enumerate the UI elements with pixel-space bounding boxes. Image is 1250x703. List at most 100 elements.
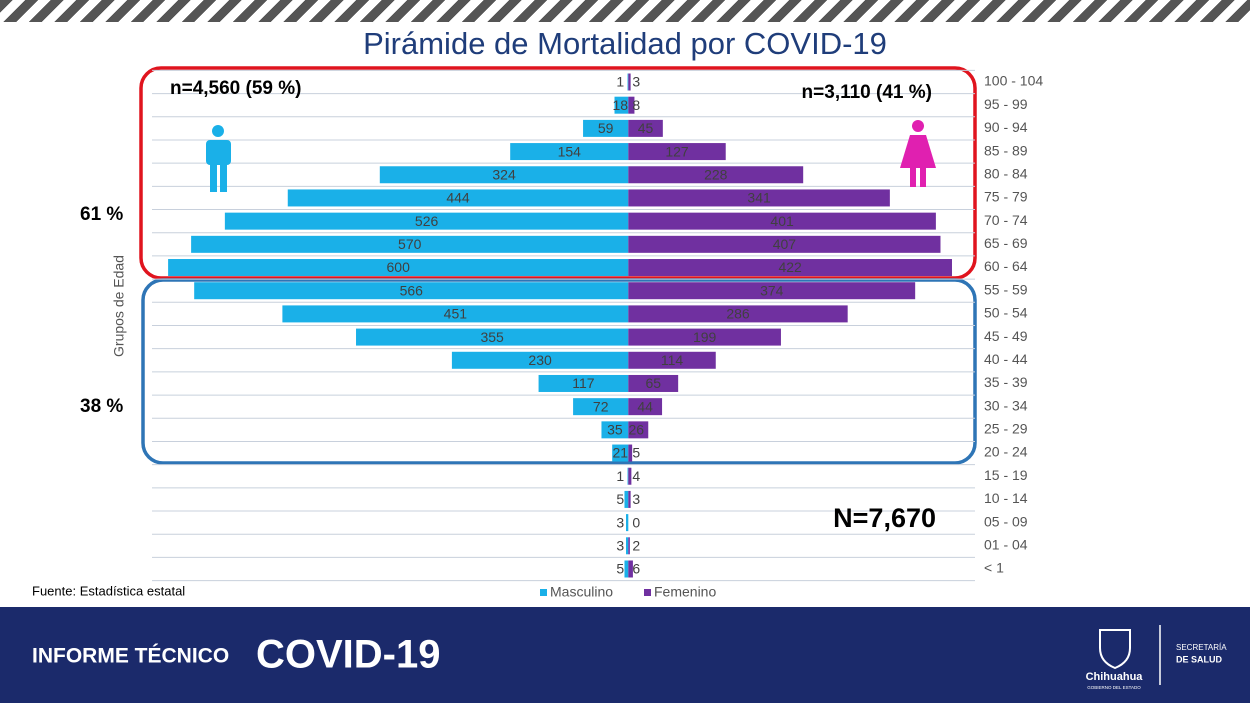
value-label: 3 <box>616 538 624 554</box>
value-label: 8 <box>632 97 640 113</box>
value-label: 526 <box>415 213 439 229</box>
value-label: 324 <box>492 166 516 182</box>
bar <box>194 282 629 300</box>
value-label: 5 <box>616 491 624 507</box>
chart-title: Pirámide de Mortalidad por COVID-19 <box>363 26 887 61</box>
footer-ministry-2: DE SALUD <box>1176 654 1223 664</box>
value-label: 5 <box>616 561 624 577</box>
bar <box>601 421 629 439</box>
bar <box>627 73 629 91</box>
value-label: 2 <box>632 538 640 554</box>
legend-label: Femenino <box>654 584 716 600</box>
value-label: 72 <box>593 398 609 414</box>
footer-topic: COVID-19 <box>256 633 441 677</box>
bar <box>628 398 663 416</box>
bar <box>628 351 716 369</box>
upper-group-frame <box>139 66 977 280</box>
female-icon <box>900 120 936 187</box>
y-axis-label: Grupos de Edad <box>111 255 127 357</box>
bar <box>510 143 629 161</box>
bar <box>627 467 629 485</box>
bar <box>379 166 629 184</box>
bar <box>628 259 952 277</box>
bar <box>628 212 936 230</box>
value-label: 65 <box>645 375 661 391</box>
state-crest <box>1099 629 1131 670</box>
category-label: 55 - 59 <box>984 281 1028 297</box>
category-label: 90 - 94 <box>984 119 1028 135</box>
value-label: 44 <box>637 398 653 414</box>
category-label: 35 - 39 <box>984 374 1028 390</box>
value-label: 374 <box>760 282 784 298</box>
value-label: 154 <box>558 143 582 159</box>
category-label: 10 - 14 <box>984 490 1028 506</box>
bar <box>573 398 629 416</box>
bar <box>628 73 631 91</box>
category-label: 50 - 54 <box>984 305 1028 321</box>
value-label: 26 <box>629 422 645 438</box>
category-label: 15 - 19 <box>984 467 1028 483</box>
value-label: 444 <box>446 190 470 206</box>
category-label: 85 - 89 <box>984 142 1028 158</box>
value-label: 401 <box>770 213 794 229</box>
bar <box>628 235 941 253</box>
category-label: 100 - 104 <box>984 73 1043 89</box>
bar <box>628 490 631 508</box>
legend-swatch <box>644 589 651 596</box>
footer-state-sub: GOBIERNO DEL ESTADO <box>1087 685 1141 690</box>
source: Fuente: Estadística estatal <box>32 583 185 598</box>
category-label: 01 - 04 <box>984 537 1028 553</box>
category-label: 80 - 84 <box>984 165 1028 181</box>
footer-report: INFORME TÉCNICO <box>32 645 229 668</box>
value-label: 35 <box>607 422 623 438</box>
value-label: 451 <box>444 306 468 322</box>
footer-band <box>0 607 1250 703</box>
bar <box>628 328 781 346</box>
value-label: 127 <box>665 143 689 159</box>
category-label: 45 - 49 <box>984 328 1028 344</box>
upper-share: 61 % <box>80 204 123 225</box>
value-label: 0 <box>632 514 640 530</box>
category-label: 30 - 34 <box>984 397 1028 413</box>
value-label: 3 <box>632 74 640 90</box>
category-label: 70 - 74 <box>984 212 1028 228</box>
legend-swatch <box>540 589 547 596</box>
value-label: 1 <box>616 468 624 484</box>
bar <box>614 96 629 114</box>
category-label: 20 - 24 <box>984 444 1028 460</box>
female-total: n=3,110 (41 %) <box>802 82 932 103</box>
value-label: 286 <box>726 306 750 322</box>
bar <box>628 282 916 300</box>
value-label: 3 <box>632 491 640 507</box>
bar <box>612 444 629 462</box>
bar <box>628 189 890 207</box>
male-total: n=4,560 (59 %) <box>170 78 302 99</box>
value-label: 6 <box>632 561 640 577</box>
legend-label: Masculino <box>550 584 613 600</box>
bar <box>628 560 633 578</box>
male-icon <box>206 125 231 192</box>
category-label: < 1 <box>984 560 1004 576</box>
value-label: 355 <box>480 329 504 345</box>
value-label: 1 <box>616 74 624 90</box>
value-label: 341 <box>747 190 771 206</box>
category-label: 25 - 29 <box>984 421 1028 437</box>
value-label: 570 <box>398 236 422 252</box>
bar <box>628 467 632 485</box>
grand-total: N=7,670 <box>833 503 936 533</box>
bar <box>628 305 848 323</box>
value-label: 422 <box>778 259 802 275</box>
bar <box>628 537 630 555</box>
lower-share: 38 % <box>80 396 123 417</box>
value-label: 114 <box>661 352 684 368</box>
category-label: 95 - 99 <box>984 96 1028 112</box>
bar <box>356 328 629 346</box>
bar <box>628 421 649 439</box>
bar <box>224 212 629 230</box>
bar <box>628 96 635 114</box>
bar <box>626 514 629 532</box>
bar <box>628 166 804 184</box>
category-label: 65 - 69 <box>984 235 1028 251</box>
